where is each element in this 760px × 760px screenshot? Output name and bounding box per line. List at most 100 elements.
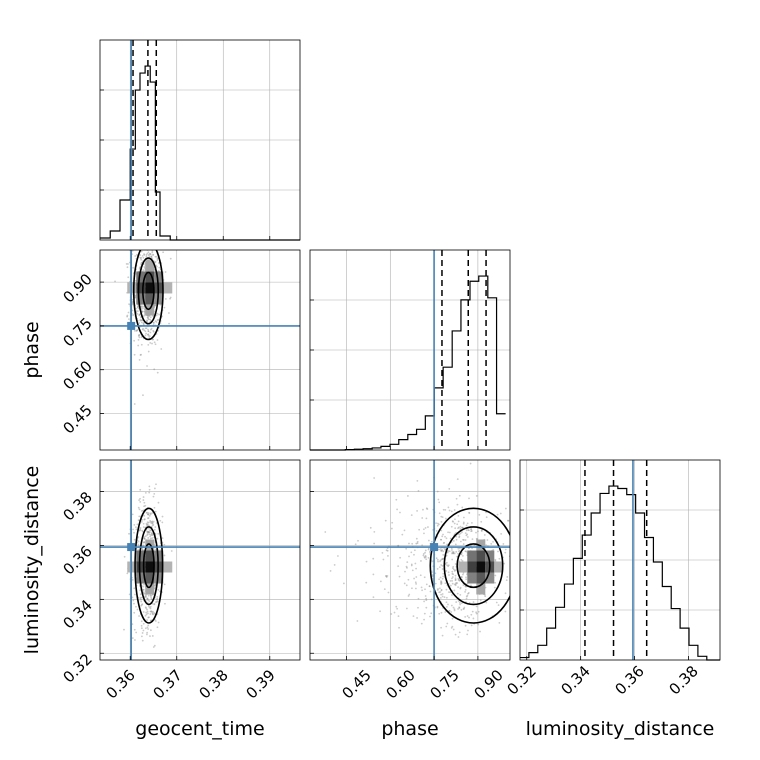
scatter-point bbox=[440, 593, 443, 596]
scatter-point bbox=[147, 531, 150, 534]
scatter-point bbox=[138, 313, 141, 316]
scatter-point bbox=[450, 547, 453, 550]
scatter-point bbox=[133, 246, 135, 248]
scatter-point bbox=[444, 548, 446, 551]
y-tick-label: 0.75 bbox=[59, 314, 95, 350]
scatter-point bbox=[154, 587, 156, 590]
scatter-point bbox=[148, 531, 150, 533]
scatter-point bbox=[425, 599, 428, 601]
scatter-point bbox=[147, 612, 149, 615]
scatter-point bbox=[427, 556, 430, 559]
scatter-point bbox=[145, 255, 148, 258]
scatter-point bbox=[150, 534, 153, 537]
scatter-point bbox=[148, 255, 151, 258]
scatter-point bbox=[155, 548, 157, 551]
scatter-point bbox=[457, 520, 460, 523]
scatter-point bbox=[137, 536, 140, 538]
scatter-point bbox=[424, 551, 426, 554]
scatter-point bbox=[451, 558, 454, 561]
contours bbox=[134, 507, 164, 624]
scatter-point bbox=[445, 588, 448, 591]
scatter-point bbox=[457, 577, 460, 580]
x-tick-label: 0.36 bbox=[611, 662, 647, 698]
histogram bbox=[520, 485, 720, 661]
scatter-point bbox=[467, 529, 470, 531]
scatter-point bbox=[440, 520, 443, 523]
scatter-point bbox=[459, 540, 462, 543]
scatter-point bbox=[156, 371, 159, 374]
scatter-point bbox=[137, 519, 140, 522]
scatter-point bbox=[451, 576, 454, 578]
scatter-point bbox=[475, 605, 478, 608]
scatter-point bbox=[441, 558, 444, 561]
scatter-point bbox=[427, 548, 430, 551]
scatter-point bbox=[137, 344, 140, 347]
scatter-point bbox=[458, 601, 461, 604]
ticks bbox=[100, 281, 271, 450]
scatter-point bbox=[143, 237, 145, 239]
scatter-point bbox=[413, 549, 416, 552]
scatter-point bbox=[451, 577, 453, 580]
density-cell bbox=[136, 271, 146, 283]
scatter-point bbox=[151, 522, 154, 524]
scatter-point bbox=[464, 615, 467, 618]
scatter-point bbox=[151, 520, 154, 523]
scatter-point bbox=[446, 564, 448, 567]
scatter-point bbox=[485, 544, 487, 547]
scatter-point bbox=[151, 602, 154, 605]
scatter-point bbox=[147, 350, 150, 353]
scatter-point bbox=[169, 297, 171, 300]
panel-hist-geocent-time bbox=[99, 39, 301, 241]
scatter-point bbox=[149, 253, 152, 256]
scatter-point bbox=[455, 535, 458, 538]
scatter-point bbox=[423, 556, 426, 559]
scatter-point bbox=[429, 590, 432, 593]
scatter-point bbox=[428, 585, 431, 588]
scatter-point bbox=[133, 538, 136, 541]
scatter-point bbox=[423, 618, 425, 621]
scatter-point bbox=[452, 552, 454, 555]
scatter-point bbox=[152, 495, 155, 498]
scatter-point bbox=[149, 513, 152, 516]
scatter-point bbox=[142, 322, 145, 324]
scatter-point bbox=[423, 532, 425, 535]
scatter-point bbox=[148, 531, 151, 534]
scatter-point bbox=[445, 554, 448, 557]
scatter-point bbox=[148, 488, 151, 491]
scatter-point bbox=[431, 560, 433, 563]
scatter-point bbox=[461, 560, 464, 562]
scatter-point bbox=[398, 575, 401, 578]
contours bbox=[429, 507, 510, 624]
scatter-point bbox=[425, 507, 428, 510]
scatter-point bbox=[150, 255, 153, 258]
x-axis-label-phase: phase bbox=[381, 718, 438, 740]
scatter-point bbox=[450, 611, 453, 613]
scatter-point bbox=[136, 329, 139, 331]
scatter-point bbox=[499, 512, 502, 515]
scatter-point bbox=[427, 539, 430, 542]
y-axis-label-luminosity-distance: luminosity_distance bbox=[21, 466, 43, 655]
scatter-point bbox=[454, 579, 457, 581]
scatter-point bbox=[425, 517, 428, 520]
x-axis-label-geocent-time: geocent_time bbox=[135, 718, 264, 740]
scatter-point bbox=[145, 319, 148, 322]
scatter-point bbox=[127, 263, 129, 265]
scatter-point bbox=[147, 521, 150, 524]
scatter-point bbox=[155, 600, 158, 603]
scatter-point bbox=[385, 576, 388, 578]
scatter-point bbox=[415, 583, 418, 585]
scatter-point bbox=[135, 631, 138, 634]
scatter-point bbox=[135, 330, 138, 332]
x-tick-label: 0.90 bbox=[470, 666, 506, 702]
scatter-point bbox=[448, 574, 450, 576]
scatter-point bbox=[146, 333, 149, 336]
scatter-point bbox=[437, 560, 439, 563]
scatter-point bbox=[452, 551, 455, 554]
scatter-point bbox=[504, 507, 507, 510]
scatter-point bbox=[395, 498, 398, 501]
scatter-point bbox=[149, 521, 152, 523]
scatter-point bbox=[445, 570, 448, 572]
scatter-point bbox=[442, 533, 444, 536]
density-cell bbox=[145, 304, 155, 316]
scatter-point bbox=[372, 596, 375, 599]
